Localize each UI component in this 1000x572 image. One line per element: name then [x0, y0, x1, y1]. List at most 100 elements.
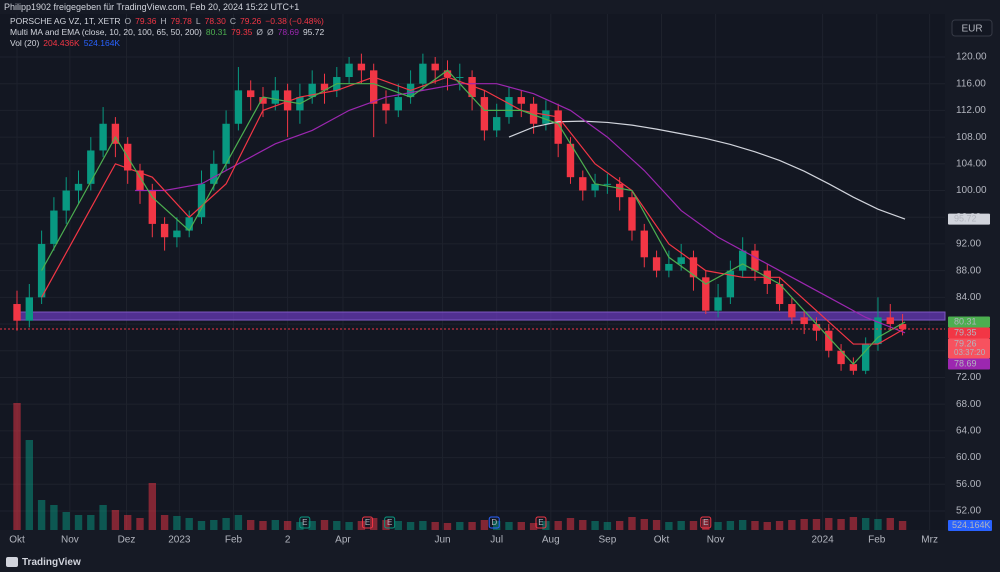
candle-body	[283, 90, 292, 111]
candle-body	[554, 110, 562, 144]
event-marker	[384, 516, 396, 529]
candle-body	[431, 63, 439, 71]
legend-item: 95.72	[302, 27, 325, 37]
x-tick-label: 2024	[811, 535, 834, 546]
price-label: 79.26	[954, 338, 977, 348]
ma-line	[41, 76, 906, 345]
x-tick-label: 2	[285, 535, 291, 546]
price-label: 79.35	[954, 327, 977, 337]
candle-body	[689, 257, 698, 278]
y-tick-label: 84.00	[956, 292, 981, 303]
price-label: 95.72	[954, 213, 977, 223]
volume-bar	[640, 519, 648, 530]
legend-item: 78.69	[277, 27, 299, 37]
volume-bar	[234, 515, 243, 530]
volume-bar	[370, 518, 378, 530]
candle-body	[74, 183, 83, 191]
price-label: 78.69	[954, 358, 977, 368]
candle-body	[320, 83, 329, 91]
volume-bar	[50, 505, 58, 530]
candle-body	[160, 223, 169, 238]
footer: TradingView	[22, 557, 81, 568]
candle-body	[13, 304, 21, 321]
ma-line	[508, 120, 906, 220]
legend-row: Vol (20) 204.436K 524.164K	[10, 38, 328, 49]
volume-bar	[800, 519, 808, 530]
candle-body	[751, 250, 759, 271]
volume-bar	[283, 521, 292, 530]
volume-bar	[751, 521, 759, 530]
volume-bar	[492, 521, 501, 530]
candle-body	[468, 77, 476, 98]
volume-bar	[726, 521, 735, 530]
volume-bar	[197, 521, 206, 530]
y-tick-label: 104.00	[956, 158, 987, 169]
legend-item: 524.164K	[83, 38, 121, 48]
volume-bar	[136, 518, 144, 530]
volume-bar	[702, 519, 710, 530]
event-label: D	[491, 518, 497, 527]
volume-bar	[210, 520, 218, 530]
volume-bar	[406, 522, 415, 530]
candle-body	[50, 210, 58, 244]
volume-bar	[222, 518, 230, 530]
x-tick-label: Mrz	[921, 535, 938, 546]
volume-bar	[677, 521, 685, 530]
candle-body	[837, 350, 845, 365]
volume-bar	[603, 522, 612, 530]
ma-line	[135, 83, 906, 334]
candle-body	[185, 217, 193, 231]
legend-item: Vol (20)	[10, 38, 40, 48]
volume-bar	[738, 520, 747, 530]
candle-body	[726, 270, 735, 298]
volume-label: 524.164K	[952, 520, 991, 530]
candle-body	[566, 143, 575, 178]
price-label-box	[948, 338, 990, 359]
volume-bar	[775, 521, 784, 530]
y-tick-label: 56.00	[956, 479, 981, 490]
legend-item: Ø	[256, 27, 264, 37]
volume-bar	[345, 522, 353, 530]
candle-body	[370, 70, 378, 104]
candle-body	[271, 90, 279, 104]
price-label-box	[948, 316, 990, 328]
candle-body	[62, 190, 70, 211]
event-label: E	[538, 518, 543, 527]
candle-body	[222, 123, 230, 164]
candle-body	[812, 324, 821, 331]
volume-bar	[382, 520, 390, 530]
volume-bar	[763, 522, 771, 530]
candle-body	[505, 97, 513, 118]
volume-bar	[714, 522, 722, 530]
candle-body	[517, 97, 525, 104]
candle-body	[259, 97, 267, 104]
price-label: 80.31	[954, 316, 977, 326]
legend-item: H	[160, 16, 167, 26]
candle-body	[136, 170, 144, 191]
volume-bar	[13, 403, 21, 530]
volume-bar	[849, 517, 858, 530]
event-marker	[299, 516, 311, 529]
volume-bar	[579, 520, 587, 530]
candle-body	[898, 324, 907, 329]
price-label-box	[948, 213, 990, 225]
legend-item: 79.78	[170, 16, 192, 26]
volume-bar	[505, 522, 513, 530]
candle-body	[665, 263, 673, 271]
volume-bar	[357, 521, 366, 530]
legend-item: L	[195, 16, 201, 26]
ma-line	[41, 69, 906, 365]
y-tick-label: 68.00	[956, 399, 981, 410]
candle-body	[800, 317, 808, 325]
event-marker	[362, 516, 374, 529]
candle-body	[345, 63, 353, 78]
volume-bar	[259, 521, 267, 530]
candle-body	[849, 364, 858, 371]
currency-box	[951, 19, 993, 37]
volume-bar	[185, 518, 193, 530]
volume-bar	[37, 500, 46, 530]
candle-body	[173, 230, 181, 238]
candle-body	[652, 257, 661, 271]
legend-item: 79.26	[240, 16, 262, 26]
